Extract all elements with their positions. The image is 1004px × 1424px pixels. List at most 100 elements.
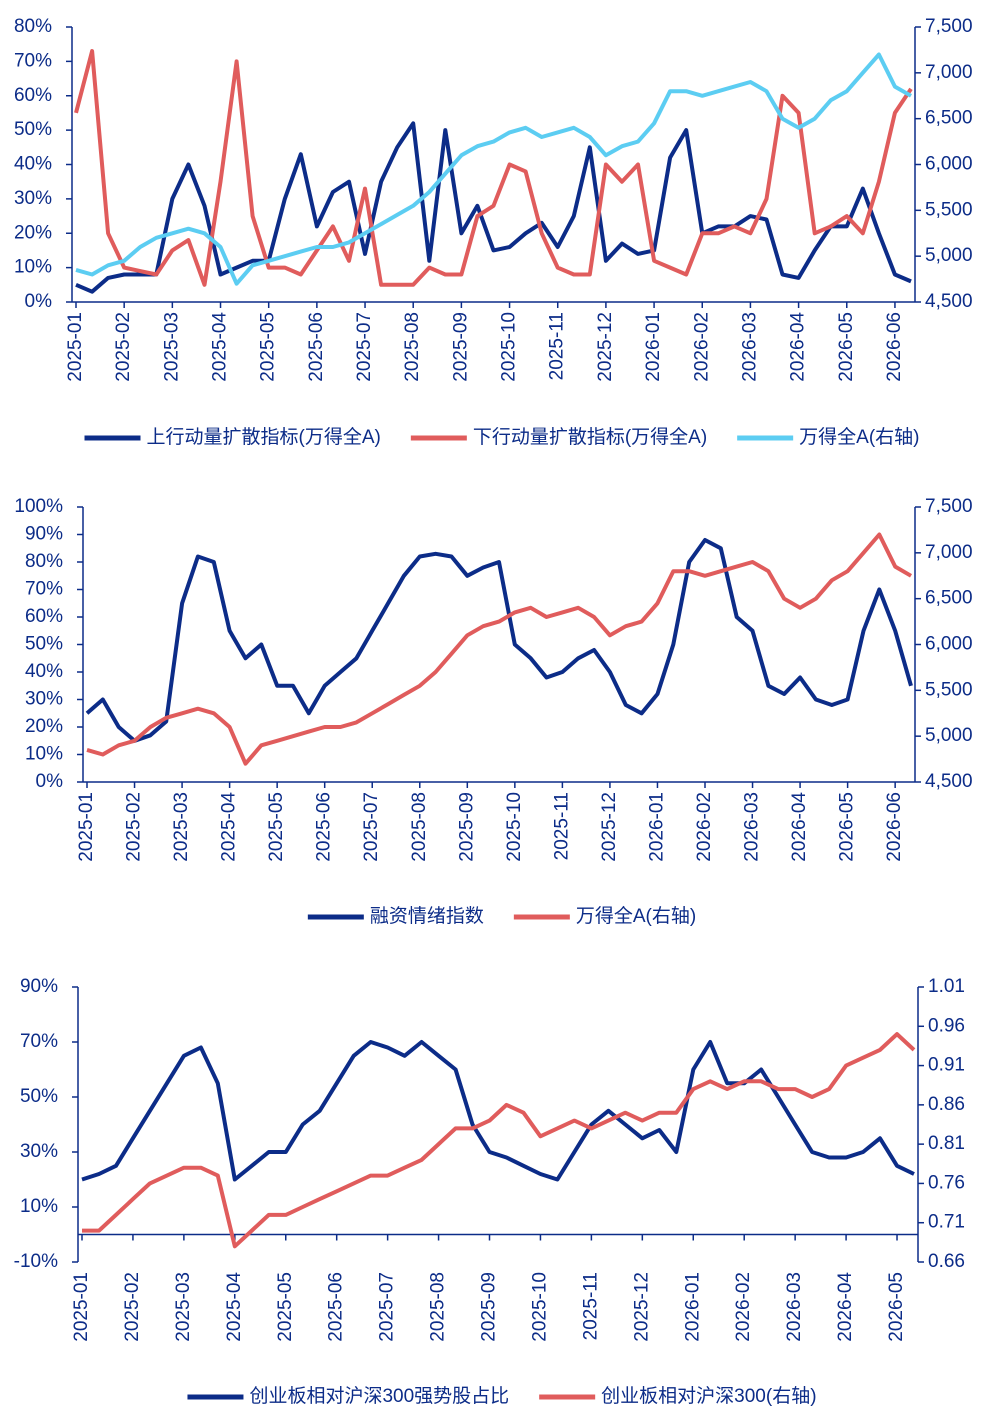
y-tick-label: 10% xyxy=(25,744,63,765)
x-tick-label: 2026-04 xyxy=(789,792,810,862)
x-tick-label: 2025-04 xyxy=(210,312,231,382)
x-tick-label: 2025-08 xyxy=(409,792,430,862)
x-tick-label: 2026-04 xyxy=(788,312,809,382)
y-tick-label: -10% xyxy=(14,1251,58,1272)
x-tick-label: 2025-07 xyxy=(361,792,382,862)
y-tick-label: 0% xyxy=(25,291,53,312)
legend-label: 创业板相对沪深300强势股占比 xyxy=(249,1385,509,1407)
y2-tick-label: 0.66 xyxy=(928,1251,965,1272)
y2-tick-label: 1.01 xyxy=(928,976,965,997)
x-tick-label: 2025-04 xyxy=(219,792,240,862)
x-tick-label: 2026-03 xyxy=(739,312,760,382)
y-tick-label: 50% xyxy=(20,1086,58,1107)
x-tick-label: 2025-05 xyxy=(266,792,287,862)
x-tick-label: 2025-09 xyxy=(456,792,477,862)
x-tick-label: 2025-06 xyxy=(314,792,335,862)
series-line xyxy=(82,1032,916,1249)
y-tick-label: 30% xyxy=(14,188,52,209)
x-tick-label: 2025-11 xyxy=(580,1272,601,1340)
x-tick-label: 2025-11 xyxy=(551,792,572,860)
y-tick-label: 80% xyxy=(25,551,63,572)
x-tick-label: 2025-03 xyxy=(171,792,192,862)
legend-label: 上行动量扩散指标(万得全A) xyxy=(147,426,381,448)
legend-label: 万得全A(右轴) xyxy=(576,905,696,927)
x-tick-label: 2025-11 xyxy=(547,312,568,380)
legend-label: 万得全A(右轴) xyxy=(799,426,919,448)
y2-tick-label: 7,000 xyxy=(925,542,973,563)
x-tick-label: 2026-06 xyxy=(884,312,905,382)
y-tick-label: 80% xyxy=(14,16,52,37)
x-tick-label: 2026-01 xyxy=(646,792,667,862)
y2-tick-label: 0.81 xyxy=(928,1133,965,1154)
x-tick-label: 2026-02 xyxy=(733,1272,754,1342)
y2-tick-label: 5,500 xyxy=(925,199,973,220)
y-tick-label: 10% xyxy=(14,257,52,278)
y-tick-label: 90% xyxy=(20,976,58,997)
x-tick-label: 2026-05 xyxy=(836,312,857,382)
x-tick-label: 2025-01 xyxy=(71,1272,92,1342)
y2-tick-label: 6,500 xyxy=(925,588,973,609)
x-tick-label: 2026-06 xyxy=(884,792,905,862)
y-tick-label: 40% xyxy=(14,154,52,175)
legend: 创业板相对沪深300强势股占比 创业板相对沪深300(右轴) xyxy=(187,1385,817,1407)
y2-tick-label: 0.86 xyxy=(928,1094,965,1115)
x-tick-label: 2026-02 xyxy=(691,312,712,382)
legend: 融资情绪指数 万得全A(右轴) xyxy=(307,905,696,927)
x-tick-label: 2025-01 xyxy=(76,792,97,862)
chart: 0% 10% 20% 30% 40% 50% 60% 70% 80% 90% 100% 4,500 5,… xyxy=(14,496,972,927)
y2-tick-label: 7,000 xyxy=(925,62,973,83)
series-line xyxy=(75,121,912,294)
y2-tick-label: 4,500 xyxy=(925,291,973,312)
x-tick-label: 2025-08 xyxy=(402,312,423,382)
x-tick-label: 2025-02 xyxy=(122,1272,143,1342)
y-tick-label: 60% xyxy=(14,85,52,106)
y-tick-label: 0% xyxy=(36,771,64,792)
x-tick-label: 2025-01 xyxy=(65,312,86,382)
x-tick-label: 2025-05 xyxy=(275,1272,296,1342)
x-tick-label: 2025-12 xyxy=(595,312,616,382)
x-tick-label: 2025-07 xyxy=(377,1272,398,1342)
x-tick-label: 2025-04 xyxy=(224,1272,245,1342)
y-tick-label: 30% xyxy=(25,689,63,710)
series-line xyxy=(75,52,912,286)
y-tick-label: 90% xyxy=(25,524,63,545)
x-tick-label: 2025-03 xyxy=(173,1272,194,1342)
x-tick-label: 2025-10 xyxy=(529,1272,550,1342)
y-tick-label: 70% xyxy=(25,579,63,600)
y2-tick-label: 5,500 xyxy=(925,679,973,700)
x-tick-label: 2025-05 xyxy=(258,312,279,382)
x-tick-label: 2025-06 xyxy=(306,312,327,382)
x-tick-label: 2025-10 xyxy=(504,792,525,862)
y-tick-label: 20% xyxy=(14,222,52,243)
y2-tick-label: 6,000 xyxy=(925,154,973,175)
legend: 上行动量扩散指标(万得全A) 下行动量扩散指标(万得全A) 万得全A(右轴) xyxy=(84,426,919,448)
y-tick-label: 30% xyxy=(20,1141,58,1162)
y-tick-label: 40% xyxy=(25,661,63,682)
y-tick-label: 20% xyxy=(25,716,63,737)
series-line xyxy=(81,1040,915,1182)
x-tick-label: 2025-08 xyxy=(428,1272,449,1342)
y2-tick-label: 0.91 xyxy=(928,1055,965,1076)
x-tick-label: 2025-06 xyxy=(326,1272,347,1342)
y2-tick-label: 7,500 xyxy=(925,16,973,37)
chart: 0% 10% 20% 30% 40% 50% 60% 70% 80% 4,500 5,000 5,50… xyxy=(14,16,973,448)
y2-tick-label: 5,000 xyxy=(925,245,973,266)
x-tick-label: 2025-07 xyxy=(354,312,375,382)
x-tick-label: 2025-02 xyxy=(113,312,134,382)
x-tick-label: 2025-10 xyxy=(499,312,520,382)
x-tick-label: 2026-03 xyxy=(784,1272,805,1342)
x-tick-label: 2025-03 xyxy=(161,312,182,382)
y-tick-label: 60% xyxy=(25,606,63,627)
x-tick-label: 2025-09 xyxy=(450,312,471,382)
y-tick-label: 50% xyxy=(25,634,63,655)
chart: -10% 10% 30% 50% 70% 90% 0.66 0.71 0.76 0.81 0.86 0… xyxy=(14,976,965,1407)
x-tick-label: 2025-12 xyxy=(599,792,620,862)
x-tick-label: 2026-05 xyxy=(886,1272,907,1342)
x-tick-label: 2025-12 xyxy=(631,1272,652,1342)
x-tick-label: 2025-09 xyxy=(479,1272,500,1342)
y2-tick-label: 0.96 xyxy=(928,1015,965,1036)
x-tick-label: 2026-04 xyxy=(835,1272,856,1342)
legend-label: 融资情绪指数 xyxy=(370,905,484,927)
legend-label: 下行动量扩散指标(万得全A) xyxy=(473,426,707,448)
